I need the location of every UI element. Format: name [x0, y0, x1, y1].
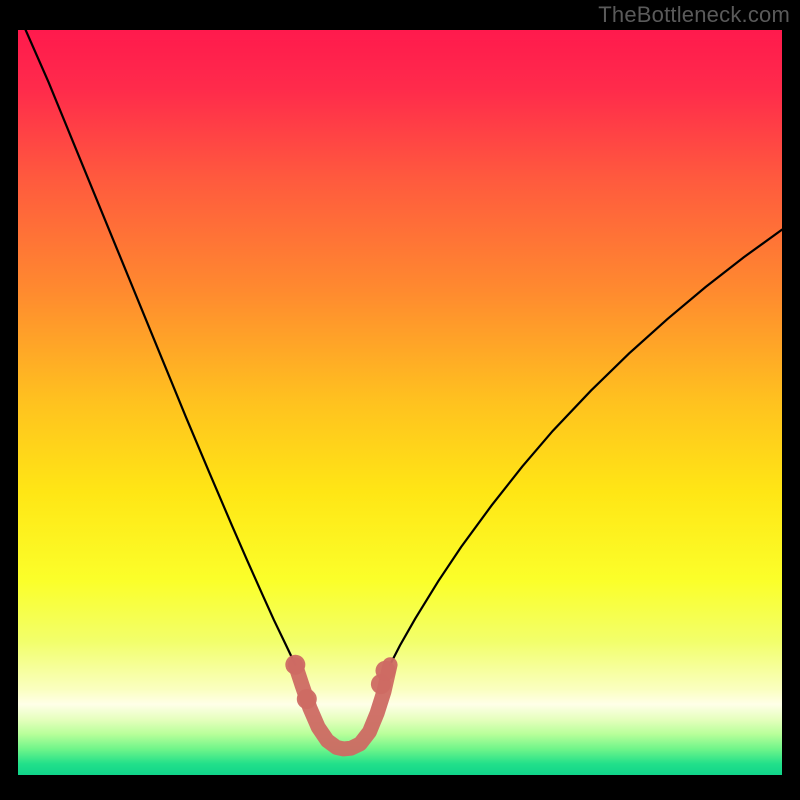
bottleneck-chart	[18, 30, 782, 775]
watermark-text: TheBottleneck.com	[598, 2, 790, 28]
chart-frame: TheBottleneck.com	[0, 0, 800, 800]
